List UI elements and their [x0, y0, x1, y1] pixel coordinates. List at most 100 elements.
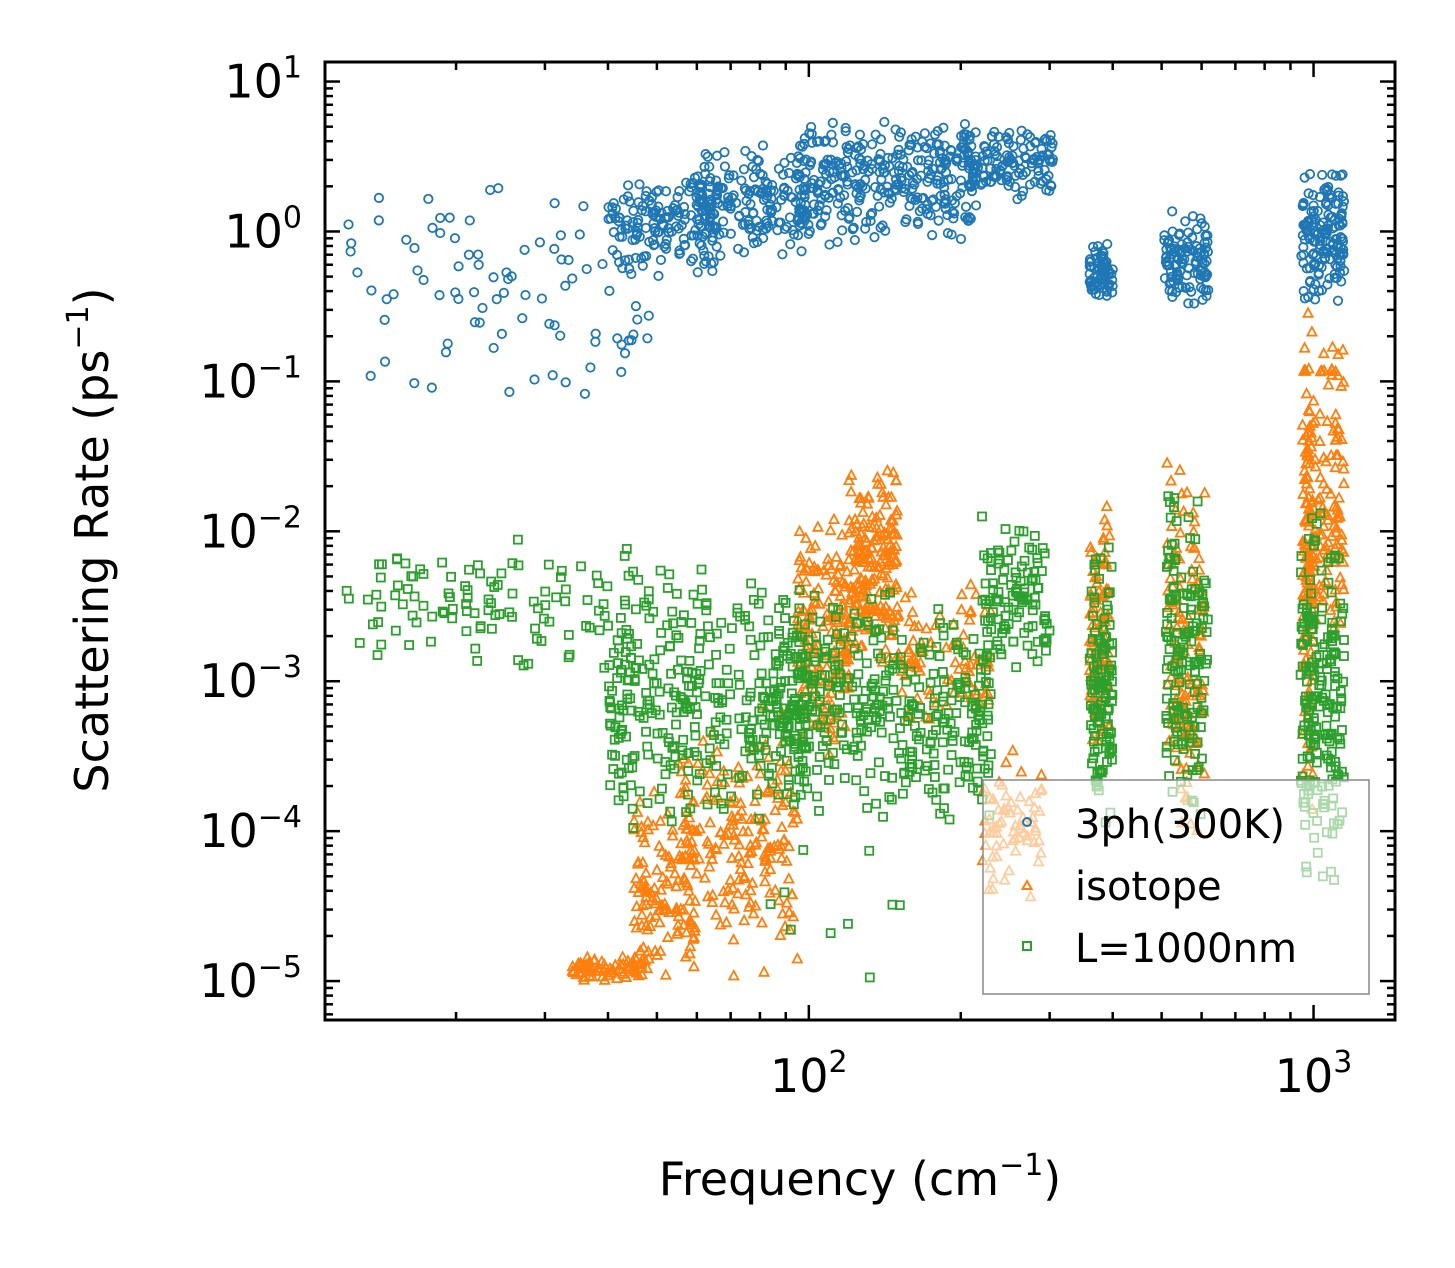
data-point-square: [654, 794, 665, 804]
data-point-triangle: [852, 544, 866, 556]
data-point-circle: [740, 207, 751, 218]
data-point-square: [540, 586, 551, 597]
data-point-square: [721, 728, 732, 739]
data-point-circle: [740, 145, 751, 157]
y-axis-label: Scattering Rate (ps−1): [61, 287, 119, 792]
data-point-triangle: [1302, 434, 1316, 446]
data-point-triangle: [862, 491, 875, 503]
data-point-square: [375, 572, 386, 583]
data-point-triangle: [654, 883, 668, 895]
data-point-triangle: [968, 649, 982, 661]
data-point-triangle: [1187, 541, 1201, 553]
data-point-square: [934, 651, 945, 662]
data-point-triangle: [661, 930, 674, 942]
data-point-square: [832, 629, 843, 640]
data-point-square: [705, 632, 715, 643]
data-point-circle: [884, 188, 895, 199]
data-point-square: [1032, 636, 1043, 647]
data-point-triangle: [768, 839, 781, 852]
data-point-square: [974, 680, 984, 691]
data-point-square: [633, 706, 644, 717]
data-point-triangle: [807, 586, 821, 598]
data-point-circle: [409, 378, 420, 389]
data-point-square: [470, 643, 481, 654]
data-point-circle: [556, 254, 567, 265]
data-point-square: [1086, 586, 1097, 597]
data-point-triangle: [631, 805, 644, 817]
data-point-square: [725, 689, 736, 700]
y-tick-label: 100: [224, 200, 302, 258]
data-point-triangle: [1329, 364, 1342, 377]
data-point-circle: [1312, 205, 1323, 217]
data-point-square: [1107, 638, 1117, 648]
data-point-square: [1161, 713, 1172, 724]
data-point-square: [980, 615, 991, 626]
data-point-square: [695, 665, 706, 676]
data-point-square: [1192, 590, 1203, 601]
data-point-triangle: [655, 845, 669, 857]
data-point-circle: [738, 164, 750, 175]
data-point-circle: [870, 129, 881, 140]
data-point-square: [829, 759, 840, 769]
data-point-circle: [605, 213, 616, 224]
data-point-square: [888, 653, 899, 663]
data-point-circle: [412, 265, 423, 276]
data-point-square: [1178, 702, 1189, 713]
data-point-square: [1305, 575, 1316, 585]
data-point-square: [866, 722, 877, 733]
data-point-circle: [488, 272, 499, 283]
data-point-square: [929, 700, 940, 711]
data-point-circle: [724, 195, 735, 206]
data-point-circle: [692, 171, 703, 182]
data-point-square: [774, 717, 785, 728]
data-point-square: [1107, 743, 1118, 754]
data-point-square: [779, 887, 790, 898]
data-point-triangle: [1097, 557, 1111, 569]
data-point-square: [1326, 746, 1337, 757]
data-point-circle: [1101, 286, 1112, 297]
data-point-circle: [1323, 181, 1334, 193]
data-point-triangle: [889, 577, 903, 590]
data-point-triangle: [758, 874, 772, 887]
data-point-square: [984, 596, 995, 607]
data-point-square: [782, 712, 793, 723]
data-point-triangle: [664, 860, 677, 872]
data-point-square: [411, 617, 422, 628]
data-point-circle: [934, 145, 946, 156]
data-point-triangle: [697, 734, 710, 746]
data-point-triangle: [769, 803, 782, 816]
data-point-square: [1172, 650, 1183, 661]
data-point-square: [483, 605, 494, 616]
data-point-triangle: [691, 756, 705, 769]
data-point-square: [376, 639, 387, 650]
data-point-square: [1106, 665, 1117, 676]
data-point-square: [812, 765, 822, 775]
data-point-square: [1027, 544, 1038, 555]
data-point-square: [629, 751, 640, 761]
data-point-circle: [529, 374, 540, 385]
data-point-square: [717, 697, 727, 708]
data-point-square: [865, 768, 876, 779]
data-point-circle: [1186, 286, 1197, 297]
data-point-square: [873, 648, 883, 659]
data-point-circle: [762, 217, 773, 229]
data-point-square: [1003, 555, 1013, 566]
data-point-triangle: [874, 599, 887, 611]
data-point-circle: [854, 129, 866, 140]
data-point-triangle: [945, 673, 958, 685]
data-point-circle: [534, 237, 545, 248]
data-point-square: [993, 558, 1004, 569]
data-point-triangle: [681, 836, 694, 849]
data-point-triangle: [1306, 416, 1320, 428]
data-point-circle: [803, 228, 814, 239]
data-point-circle: [496, 328, 507, 339]
data-point-square: [851, 708, 862, 719]
data-point-square: [437, 606, 448, 617]
data-point-circle: [1107, 280, 1118, 292]
data-point-square: [1163, 679, 1174, 690]
data-point-square: [1104, 587, 1115, 598]
data-point-triangle: [1176, 612, 1189, 624]
data-point-circle: [627, 217, 639, 228]
data-point-square: [968, 634, 979, 644]
data-point-circle: [865, 209, 876, 220]
